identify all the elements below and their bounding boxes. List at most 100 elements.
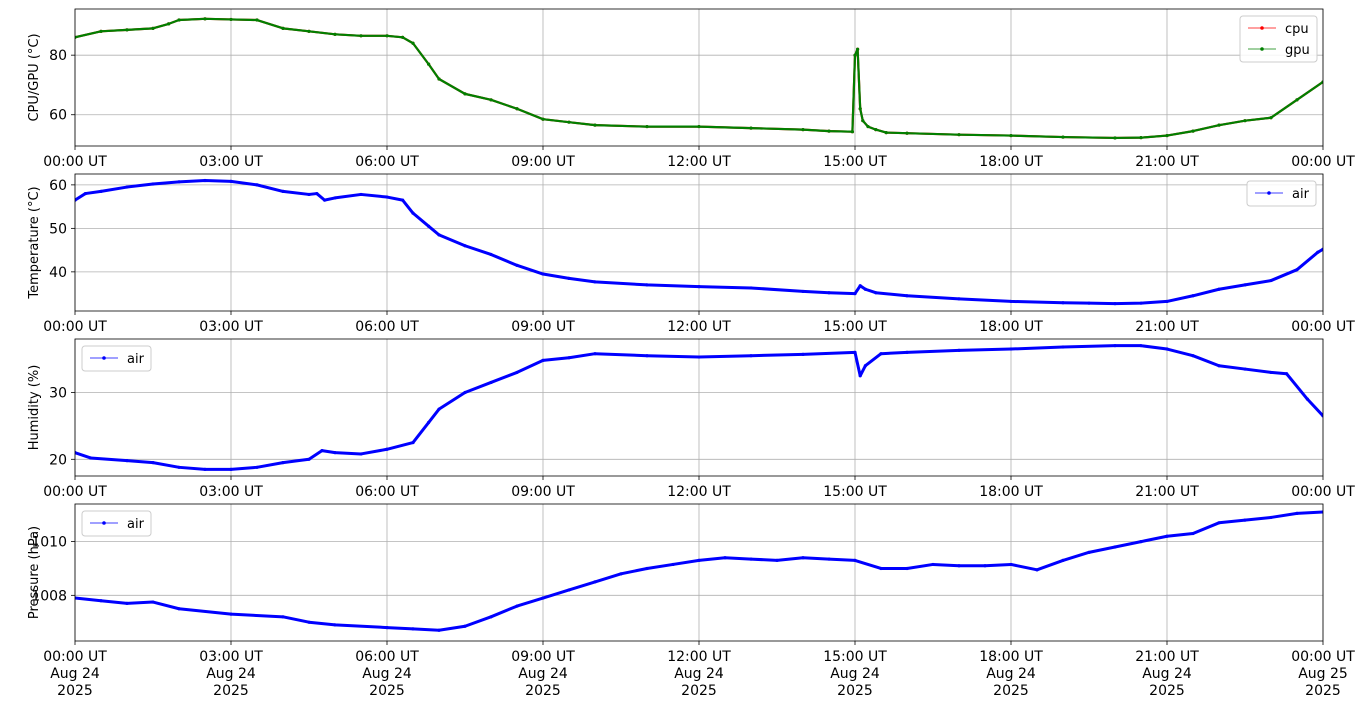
data-point-air bbox=[1009, 562, 1013, 567]
data-point-gpu bbox=[333, 32, 337, 36]
data-point-air bbox=[489, 252, 493, 257]
data-point-gpu bbox=[307, 29, 311, 33]
data-point-air bbox=[515, 370, 519, 375]
data-point-air bbox=[1139, 301, 1143, 305]
data-point-air bbox=[255, 465, 259, 469]
data-point-air bbox=[1295, 268, 1299, 272]
x-tick-label: 15:00 UT bbox=[823, 154, 887, 170]
data-point-air bbox=[957, 297, 961, 301]
data-point-air bbox=[1165, 299, 1169, 304]
y-tick-label: 1008 bbox=[31, 588, 67, 604]
data-point-gpu bbox=[645, 125, 649, 129]
data-point-gpu bbox=[489, 98, 493, 102]
data-point-air bbox=[1316, 250, 1320, 254]
data-point-air bbox=[1061, 345, 1065, 349]
data-point-air bbox=[1217, 364, 1221, 368]
series-line-gpu bbox=[75, 17, 1323, 140]
data-point-air bbox=[905, 294, 909, 298]
data-point-gpu bbox=[1243, 119, 1247, 123]
data-point-air bbox=[879, 352, 883, 356]
x-tick-label: 2025 bbox=[837, 683, 873, 699]
x-tick-label: 21:00 UT bbox=[1135, 154, 1199, 170]
data-point-air bbox=[281, 189, 285, 193]
x-tick-label: Aug 24 bbox=[674, 666, 724, 682]
data-point-air bbox=[307, 192, 311, 197]
data-point-air bbox=[541, 272, 545, 276]
data-point-gpu bbox=[1217, 123, 1221, 127]
data-point-air bbox=[385, 195, 389, 199]
x-tick-label: 00:00 UT bbox=[43, 319, 107, 335]
x-tick-label: Aug 24 bbox=[206, 666, 256, 682]
data-point-air bbox=[1113, 302, 1117, 306]
data-point-air bbox=[749, 354, 753, 358]
x-tick-label: 18:00 UT bbox=[979, 154, 1043, 170]
data-point-air bbox=[203, 178, 207, 183]
data-point-air bbox=[427, 224, 431, 228]
data-point-air bbox=[567, 276, 571, 280]
data-point-air bbox=[541, 358, 545, 362]
data-point-gpu bbox=[1191, 129, 1195, 133]
data-point-air bbox=[827, 557, 831, 561]
data-point-air bbox=[89, 456, 93, 460]
data-point-air bbox=[853, 350, 857, 354]
x-tick-label: 00:00 UT bbox=[1291, 649, 1355, 665]
x-tick-label: 15:00 UT bbox=[823, 484, 887, 500]
data-point-gpu bbox=[541, 117, 545, 121]
x-tick-label: 09:00 UT bbox=[511, 154, 575, 170]
data-point-gpu bbox=[385, 34, 389, 38]
x-tick-label: 15:00 UT bbox=[823, 649, 887, 665]
data-point-air bbox=[333, 623, 337, 627]
axes-frame bbox=[74, 8, 1324, 147]
data-point-gpu bbox=[856, 47, 860, 51]
data-point-gpu bbox=[401, 35, 405, 39]
data-point-air bbox=[1165, 347, 1169, 351]
data-point-air bbox=[281, 615, 285, 619]
data-point-air bbox=[177, 607, 181, 611]
legend-label: cpu bbox=[1285, 22, 1309, 37]
data-point-gpu bbox=[437, 77, 441, 81]
data-point-gpu bbox=[1295, 98, 1299, 102]
data-point-gpu bbox=[1165, 133, 1169, 138]
x-tick-label: Aug 24 bbox=[1142, 666, 1192, 682]
data-point-gpu bbox=[1061, 135, 1065, 139]
legend-label: air bbox=[127, 517, 145, 532]
data-point-air bbox=[567, 588, 571, 592]
data-point-air bbox=[593, 352, 597, 356]
data-point-gpu bbox=[697, 125, 701, 129]
series-line-air bbox=[75, 510, 1323, 632]
x-tick-label: 2025 bbox=[1149, 683, 1185, 699]
x-tick-label: 2025 bbox=[213, 683, 249, 699]
data-point-gpu bbox=[593, 123, 597, 127]
data-point-gpu bbox=[255, 18, 259, 22]
y-tick-label: 60 bbox=[49, 108, 67, 124]
x-tick-label: 06:00 UT bbox=[355, 484, 419, 500]
data-point-air bbox=[1165, 534, 1169, 538]
data-point-gpu bbox=[1113, 136, 1117, 140]
x-tick-label: 03:00 UT bbox=[199, 154, 263, 170]
data-point-air bbox=[1191, 294, 1195, 298]
y-axis-label: Humidity (%) bbox=[27, 365, 42, 451]
data-point-air bbox=[177, 180, 181, 184]
x-tick-label: 06:00 UT bbox=[355, 649, 419, 665]
x-tick-label: 09:00 UT bbox=[511, 649, 575, 665]
data-point-gpu bbox=[463, 92, 467, 96]
legend-box bbox=[81, 345, 152, 372]
data-point-air bbox=[99, 599, 103, 603]
axes-frame bbox=[74, 173, 1324, 312]
data-point-air bbox=[203, 467, 207, 471]
x-tick-label: 18:00 UT bbox=[979, 319, 1043, 335]
data-point-air bbox=[1061, 558, 1065, 563]
data-point-air bbox=[385, 625, 389, 630]
data-point-air bbox=[858, 374, 862, 378]
data-point-gpu bbox=[866, 125, 870, 129]
x-tick-label: 09:00 UT bbox=[511, 319, 575, 335]
x-tick-label: 2025 bbox=[993, 683, 1029, 699]
data-point-air bbox=[315, 191, 319, 196]
data-point-air bbox=[463, 390, 467, 395]
data-point-air bbox=[333, 196, 337, 200]
data-point-air bbox=[307, 457, 311, 461]
data-point-air bbox=[320, 449, 324, 453]
data-point-air bbox=[1285, 372, 1289, 376]
data-point-air bbox=[437, 628, 441, 632]
data-point-gpu bbox=[567, 120, 571, 124]
